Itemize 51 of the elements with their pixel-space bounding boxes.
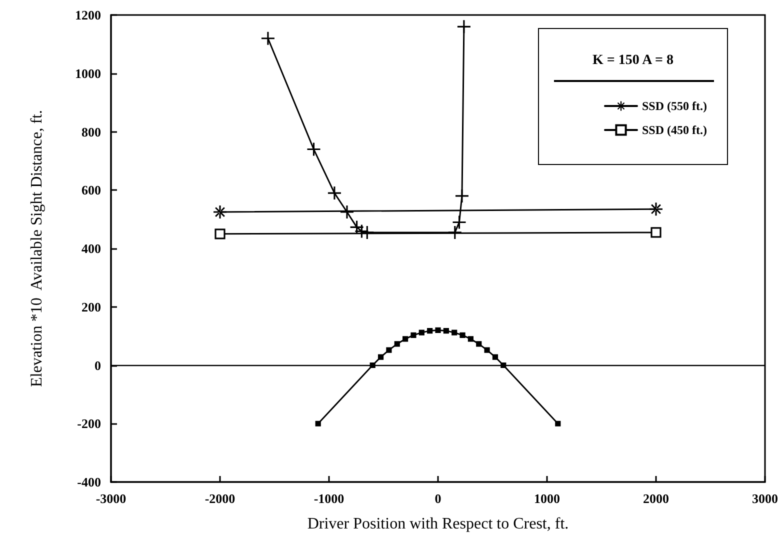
- legend-title: K = 150 A = 8: [592, 53, 674, 69]
- point: [492, 354, 498, 360]
- y-axis-title: Elevation *10 Available Sight Distance, ft.: [28, 110, 46, 387]
- point: [457, 20, 470, 34]
- point: [214, 206, 226, 219]
- point: [378, 354, 384, 360]
- point: [555, 420, 561, 426]
- point: [460, 332, 466, 338]
- point: [435, 327, 441, 334]
- y-tick-label: -400: [77, 474, 101, 490]
- point: [476, 341, 482, 347]
- y-tick-label: 200: [82, 299, 101, 314]
- point: [410, 332, 416, 338]
- x-tick-label: -3000: [96, 491, 126, 506]
- legend-label: SSD (450 ft.): [642, 123, 708, 137]
- point: [650, 227, 662, 238]
- point: [484, 347, 490, 353]
- y-tick-label: 800: [82, 124, 101, 140]
- y-tick-label: 400: [82, 241, 101, 256]
- x-axis-title: Driver Position with Respect to Crest, ft.: [307, 516, 569, 532]
- point: [307, 142, 320, 156]
- point: [394, 341, 400, 347]
- y-tick-label: 600: [82, 182, 101, 198]
- legend-label: SSD (550 ft.): [642, 99, 708, 113]
- point: [360, 226, 374, 239]
- x-tick-label: 1000: [534, 491, 560, 506]
- point: [402, 336, 408, 342]
- y-tick-label: 1000: [75, 66, 101, 81]
- x-tick-label: -2000: [204, 491, 236, 506]
- x-tick-label: 0: [434, 491, 442, 506]
- x-tick-label: 3000: [752, 491, 778, 506]
- y-tick-label: -200: [77, 416, 101, 432]
- point: [443, 328, 449, 334]
- point: [455, 189, 468, 202]
- x-tick-label: 2000: [643, 491, 669, 506]
- y-tick-label: 0: [94, 358, 101, 373]
- point: [427, 328, 433, 334]
- point: [214, 228, 226, 240]
- x-tick-label: -1000: [314, 491, 344, 506]
- point: [452, 330, 458, 336]
- point: [340, 206, 354, 219]
- point: [386, 347, 392, 353]
- point: [315, 420, 321, 426]
- point: [261, 32, 274, 45]
- point: [650, 202, 662, 216]
- point: [468, 336, 474, 342]
- point: [452, 216, 466, 229]
- point: [418, 330, 424, 336]
- point: [448, 226, 462, 239]
- y-tick-label: 1200: [75, 8, 101, 22]
- point: [328, 186, 341, 200]
